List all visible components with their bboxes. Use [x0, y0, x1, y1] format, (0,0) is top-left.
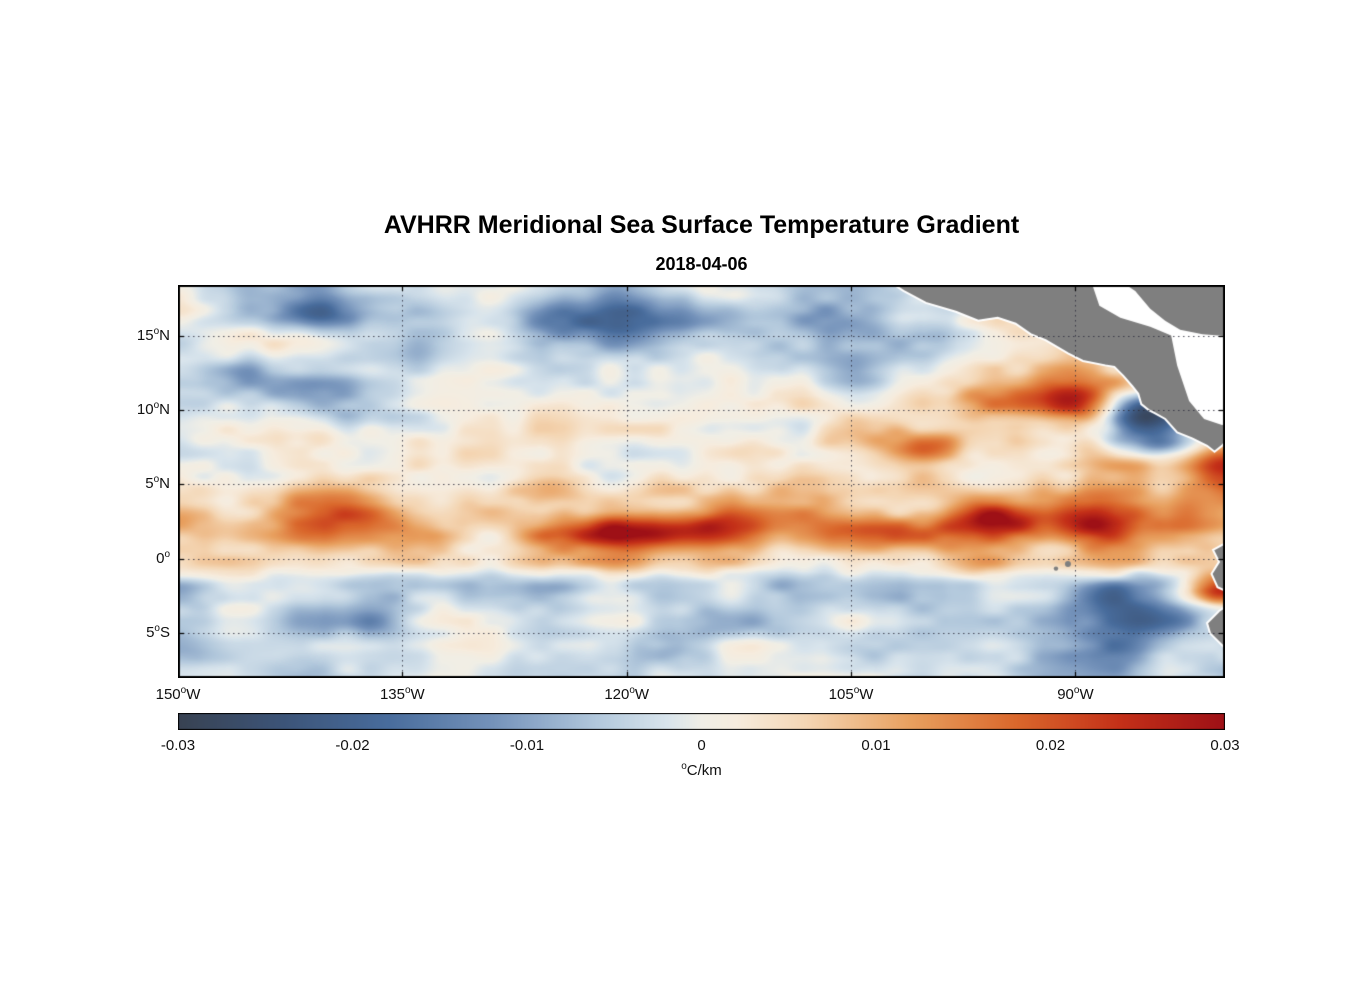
- x-tick-label: 120oW: [604, 685, 650, 703]
- colorbar-tick-label: -0.02: [335, 737, 370, 754]
- x-tick-label: 90oW: [1057, 685, 1094, 703]
- map-plot: [178, 285, 1225, 678]
- colorbar-tick-label: -0.03: [160, 737, 196, 754]
- x-tick-label: 135oW: [379, 685, 425, 703]
- y-tick-label: 10oN: [136, 400, 170, 419]
- x-tick-label: 105oW: [828, 685, 874, 703]
- chart-title: AVHRR Meridional Sea Surface Temperature…: [383, 211, 1020, 239]
- colorbar-tick-label: 0.01: [861, 737, 891, 754]
- heatmap-canvas: [178, 285, 1225, 678]
- colorbar-tick-label: 0.03: [1210, 737, 1240, 754]
- y-tick-label: 5oN: [145, 474, 170, 493]
- colorbar-unit-label: oC/km: [681, 761, 722, 779]
- colorbar-tick-label: 0: [697, 737, 706, 754]
- y-tick-label: 5oS: [146, 623, 170, 642]
- x-tick-label: 150oW: [155, 685, 201, 703]
- y-tick-label: 15oN: [136, 325, 170, 344]
- colorbar-tick-label: 0.02: [1035, 737, 1066, 754]
- colorbar: [178, 713, 1225, 730]
- chart-date-subtitle: 2018-04-06: [655, 254, 748, 274]
- colorbar-tick-label: -0.01: [509, 737, 545, 754]
- y-tick-label: 0o: [156, 548, 170, 567]
- colorbar-canvas: [178, 713, 1225, 730]
